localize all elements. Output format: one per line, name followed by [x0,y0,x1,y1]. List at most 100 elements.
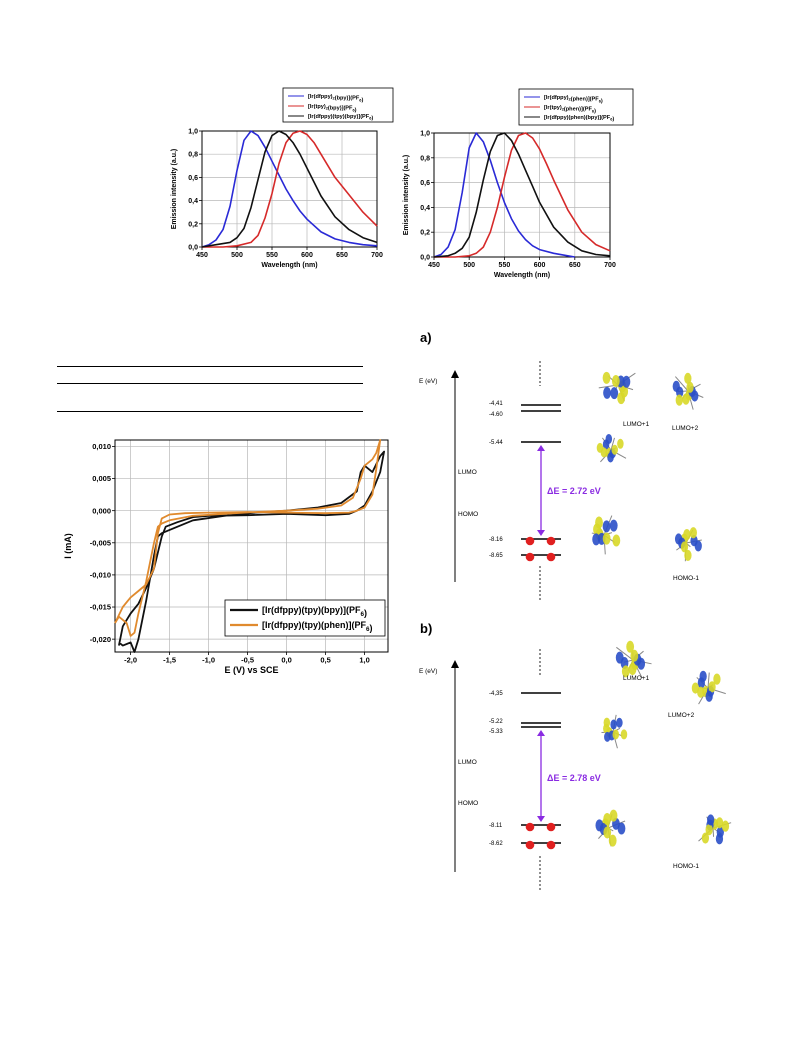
legend-label-0: [Ir(dfppy)(tpy)(bpy)](PF6) [262,605,367,618]
x-axis-label: Wavelength (nm) [494,272,550,279]
x-tick-label: 500 [231,252,243,259]
molecule-bond [674,376,689,392]
orbital-lobe [691,682,700,694]
orbital-lobe [611,444,618,455]
orbital-lobe [715,817,724,829]
orbital-label-lumo2: LUMO+2 [672,425,699,432]
gap-arrow-head-bottom [537,530,545,536]
orbital-lobe [689,527,697,539]
electron-dot [546,822,556,832]
orbital-lobe [605,433,613,444]
x-tick-label: 0,5 [320,656,330,665]
electron-dot [546,552,556,562]
x-axis-label: Wavelength (nm) [261,262,317,269]
y-tick-label: 0,0 [420,254,430,261]
y-axis-label: Emission intensity (a.u.) [171,149,178,230]
panel-label: a) [420,330,432,345]
y-tick-label: 0,010 [92,442,111,451]
energy-level-value: -4,41 [489,401,503,407]
orbital-picture [595,809,626,847]
orbital-lobe [617,438,624,449]
plot-frame [114,439,389,653]
y-tick-label: 0,2 [420,230,430,237]
orbital-lobe [617,392,626,405]
orbital-picture [596,433,627,463]
orbital-lobe [596,442,604,453]
orbital-lobe [705,824,713,836]
y-tick-label: 1,0 [420,130,430,137]
series-line-0 [433,132,575,258]
orbital-lobe [628,662,637,675]
energy-level-value: -5.44 [489,440,503,446]
mo-panel: b) E (eV) -4,35 -5.22 -5.33 -8.11 -8.62 LUMO HOM… [419,621,732,890]
orbital-picture [674,527,702,562]
lumo-side-label: LUMO [458,759,477,766]
series-line-1 [114,439,382,637]
legend-label-0: [Ir(dfppy)2(phen)](PF6) [544,95,603,104]
chart-1-group: 450 500 550 600 650 700 0,0 0,2 0,4 0,6 0,8 1,0 Wave… [403,88,634,279]
gap-arrow-head-top [537,445,545,451]
y-tick-label: 0,0 [188,244,198,251]
orbital-label-lumo1: LUMO+1 [623,675,650,682]
y-tick-label: -0,005 [90,538,111,547]
orbital-lobe [680,541,689,553]
electron-dot [525,840,535,850]
orbital-label-lumo2: LUMO+2 [668,712,695,719]
orbital-lobe [683,529,691,541]
energy-axis-arrow [451,370,459,378]
orbital-picture [598,371,636,405]
molecule-bond [712,827,715,837]
orbital-label-homo1: HOMO-1 [673,863,699,870]
orbital-lobe [682,393,690,405]
y-axis-label: I (mA) [63,533,73,559]
orbital-lobe [622,375,631,388]
orbital-lobe [691,390,699,402]
orbital-lobe [608,834,617,847]
orbital-lobe [672,380,680,392]
orbital-label-homo1: HOMO-1 [673,575,699,582]
orbital-lobe [721,820,730,832]
molecule-bond [616,646,634,661]
orbital-lobe [705,690,713,702]
orbital-picture [691,670,726,705]
x-tick-label: -2,0 [124,656,137,665]
y-tick-label: 0,6 [420,180,430,187]
y-tick-label: 0,2 [188,221,198,228]
orbital-lobe [595,516,603,529]
orbital-lobe [617,822,626,835]
y-tick-label: 0,6 [188,175,198,182]
gap-arrow-head-top [537,730,545,736]
orbital-picture [698,814,732,845]
energy-axis-label: E (eV) [419,378,437,385]
orbital-lobe [602,371,611,384]
electron-dot [546,536,556,546]
orbital-lobe [612,729,620,740]
electron-dot [525,536,535,546]
x-tick-label: 500 [463,262,475,269]
y-tick-label: 0,8 [420,155,430,162]
homo-side-label: HOMO [458,511,478,518]
orbital-picture [672,372,704,410]
y-tick-label: 0,4 [188,198,198,205]
x-tick-label: -1,0 [202,656,215,665]
y-axis-label: Emission intensity (a.u.) [403,155,410,236]
molecule-bond [707,672,710,689]
energy-level-value: -8.62 [489,841,503,847]
x-tick-label: 650 [569,262,581,269]
orbital-lobe [607,452,614,463]
orbital-lobe [602,532,611,545]
orbital-lobe [620,729,628,740]
orbital-lobe [707,814,715,826]
legend-box [224,599,386,637]
energy-level-value: -5.22 [489,719,503,725]
legend-label-2: [Ir(dfppy)(tpy)(bpy)](PF6) [308,114,373,122]
table-header-rule [57,383,363,384]
orbital-lobe [715,833,724,845]
orbital-lobe [592,533,601,546]
orbital-picture [615,640,652,679]
x-tick-label: 550 [499,262,511,269]
energy-level-value: -4.60 [489,412,503,418]
